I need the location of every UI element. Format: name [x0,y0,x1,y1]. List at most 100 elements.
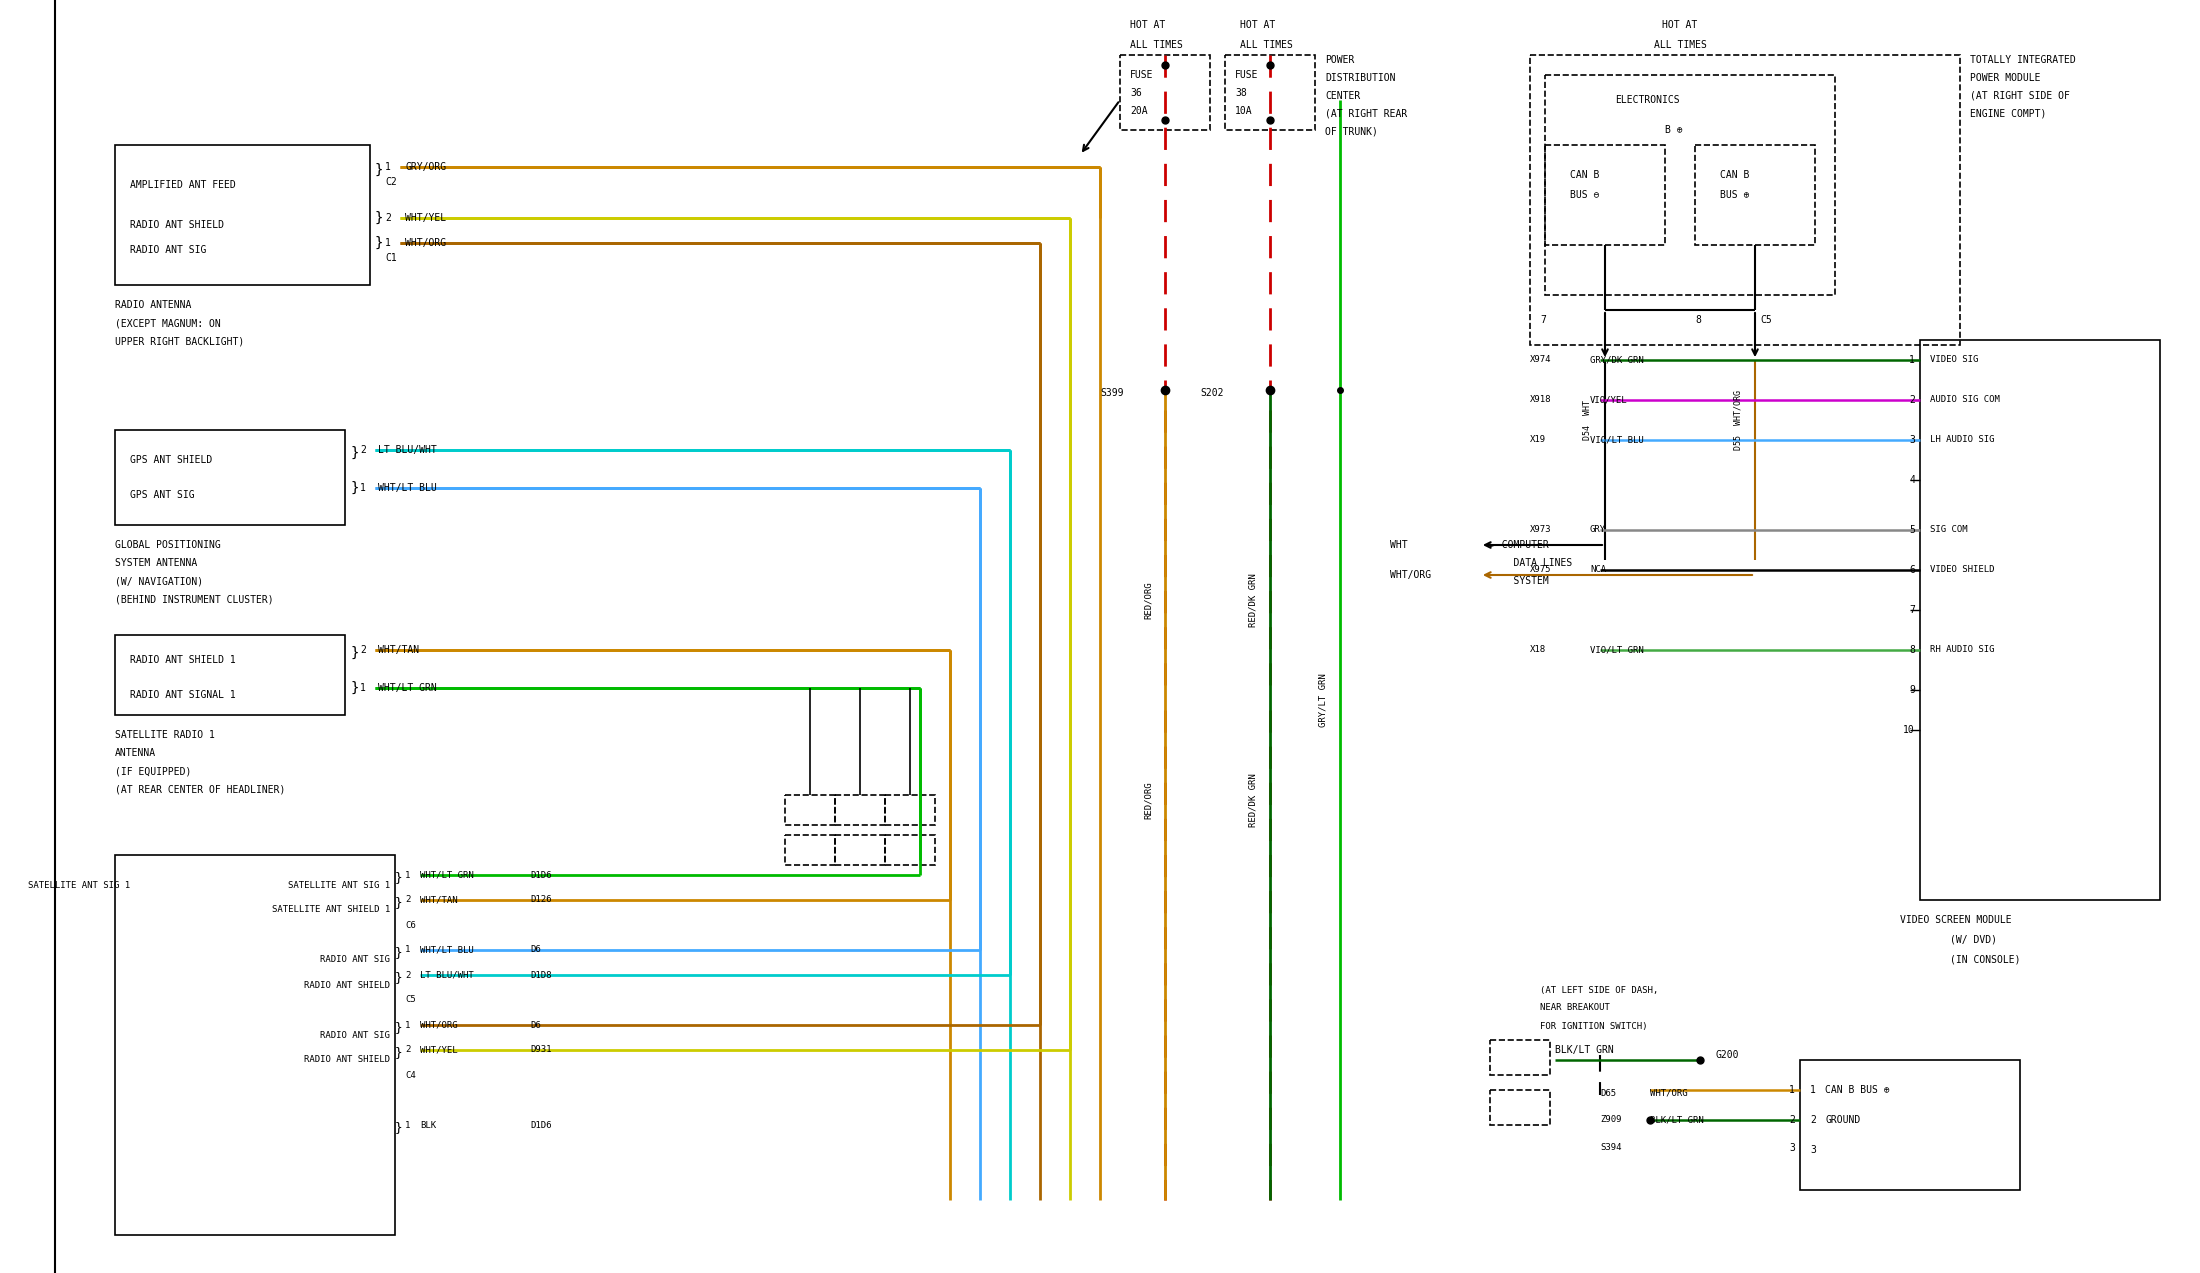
Text: LT BLU/WHT: LT BLU/WHT [378,446,438,454]
Text: GRY: GRY [1591,526,1606,535]
Text: 10: 10 [1903,726,1914,735]
Text: RADIO ANT SIG: RADIO ANT SIG [321,956,389,965]
Text: BLK/LT GRN: BLK/LT GRN [1555,1045,1615,1055]
Text: (AT LEFT SIDE OF DASH,: (AT LEFT SIDE OF DASH, [1540,985,1659,994]
Text: (AT RIGHT REAR: (AT RIGHT REAR [1324,109,1408,118]
Text: WHT/ORG: WHT/ORG [1390,570,1432,580]
Text: 6: 6 [1910,565,1914,575]
Text: 2: 2 [1811,1115,1815,1125]
Text: AUDIO SIG COM: AUDIO SIG COM [1929,396,2000,405]
Text: }: } [396,971,403,984]
Text: X918: X918 [1529,396,1551,405]
Text: D54  WHT: D54 WHT [1584,400,1593,440]
Text: 36: 36 [1131,88,1142,98]
Text: VIDEO SHIELD: VIDEO SHIELD [1929,565,1995,574]
Text: C1: C1 [385,253,396,264]
Text: D55  WHT/ORG: D55 WHT/ORG [1734,390,1742,449]
Text: 2: 2 [385,213,392,223]
Text: 1: 1 [405,871,411,880]
Text: (AT REAR CENTER OF HEADLINER): (AT REAR CENTER OF HEADLINER) [114,784,286,794]
Text: DATA LINES: DATA LINES [1489,558,1573,568]
Text: BUS ⊖: BUS ⊖ [1571,190,1599,200]
Text: FUSE: FUSE [1131,70,1153,80]
Text: 2: 2 [1789,1115,1795,1125]
Bar [785,796,836,825]
Text: 2: 2 [1910,395,1914,405]
Text: D6: D6 [530,1021,541,1030]
Text: (IN CONSOLE): (IN CONSOLE) [1949,955,2020,965]
Text: X973: X973 [1529,526,1551,535]
Text: HOT AT: HOT AT [1131,20,1166,31]
Bar [836,796,884,825]
Text: BUS ⊕: BUS ⊕ [1720,190,1749,200]
Text: ENGINE COMPT): ENGINE COMPT) [1969,109,2046,118]
Text: CAN B: CAN B [1720,171,1749,179]
Text: 10A: 10A [1234,106,1252,116]
Text: 1: 1 [361,684,365,693]
Text: 7: 7 [1910,605,1914,615]
Text: D931: D931 [530,1045,552,1054]
Text: 2: 2 [361,446,365,454]
Text: 2: 2 [405,895,411,905]
Text: GROUND: GROUND [1826,1115,1861,1125]
Text: }: } [374,236,383,250]
Text: WHT/YEL: WHT/YEL [405,213,447,223]
Text: X975: X975 [1529,565,1551,574]
Text: 1: 1 [385,238,392,248]
Text: AMPLIFIED ANT FEED: AMPLIFIED ANT FEED [130,179,235,190]
Text: WHT/ORG: WHT/ORG [405,238,447,248]
Text: Z909: Z909 [1599,1115,1621,1124]
Text: LT BLU/WHT: LT BLU/WHT [420,970,473,979]
Text: (W/ DVD): (W/ DVD) [1949,934,1998,945]
Text: WHT/LT BLU: WHT/LT BLU [378,482,438,493]
Text: RH AUDIO SIG: RH AUDIO SIG [1929,645,1995,654]
Text: BLK/LT GRN: BLK/LT GRN [1650,1115,1703,1124]
Text: POWER: POWER [1324,55,1355,65]
Text: }: } [396,896,403,909]
Text: C2: C2 [385,177,396,187]
Bar [1120,55,1210,130]
Text: LH AUDIO SIG: LH AUDIO SIG [1929,435,1995,444]
Text: ALL TIMES: ALL TIMES [1241,39,1294,50]
Text: POWER MODULE: POWER MODULE [1969,73,2042,83]
Text: GRY/LT GRN: GRY/LT GRN [1318,673,1327,727]
Text: G200: G200 [1716,1050,1738,1060]
Text: D126: D126 [530,895,552,905]
Text: SATELLITE RADIO 1: SATELLITE RADIO 1 [114,729,216,740]
Text: RED/DK GRN: RED/DK GRN [1250,573,1258,626]
Text: 1: 1 [385,162,392,172]
Text: ELECTRONICS: ELECTRONICS [1615,95,1679,104]
Text: DISTRIBUTION: DISTRIBUTION [1324,73,1395,83]
Text: RADIO ANT SIGNAL 1: RADIO ANT SIGNAL 1 [130,690,235,700]
Text: C5: C5 [1760,314,1771,325]
Text: GPS ANT SIG: GPS ANT SIG [130,490,194,500]
Text: 9: 9 [1910,685,1914,695]
Bar [1800,1060,2020,1190]
Text: (AT RIGHT SIDE OF: (AT RIGHT SIDE OF [1969,90,2070,101]
Bar [1225,55,1316,130]
Text: X19: X19 [1529,435,1547,444]
Text: X974: X974 [1529,355,1551,364]
Text: CAN B BUS ⊕: CAN B BUS ⊕ [1826,1085,1890,1095]
Text: D1D8: D1D8 [530,970,552,979]
Text: B ⊕: B ⊕ [1665,125,1683,135]
Text: 20A: 20A [1131,106,1148,116]
Text: RADIO ANT SHIELD: RADIO ANT SHIELD [304,1055,389,1064]
Text: 1: 1 [1789,1085,1795,1095]
Text: X18: X18 [1529,645,1547,654]
Text: S399: S399 [1100,388,1124,398]
Text: GRY/DK GRN: GRY/DK GRN [1591,355,1643,364]
Text: }: } [350,681,359,695]
Text: (BEHIND INSTRUMENT CLUSTER): (BEHIND INSTRUMENT CLUSTER) [114,594,273,603]
Text: 3: 3 [1811,1144,1815,1155]
Text: 4: 4 [1910,475,1914,485]
Text: VIDEO SIG: VIDEO SIG [1929,355,1978,364]
Text: WHT/YEL: WHT/YEL [420,1045,458,1054]
Text: WHT/LT GRN: WHT/LT GRN [420,871,473,880]
Text: TOTALLY INTEGRATED: TOTALLY INTEGRATED [1969,55,2077,65]
Bar [114,430,345,524]
Text: GRY/ORG: GRY/ORG [405,162,447,172]
Text: 38: 38 [1234,88,1247,98]
Text: 2: 2 [405,1045,411,1054]
Text: 2: 2 [405,970,411,979]
